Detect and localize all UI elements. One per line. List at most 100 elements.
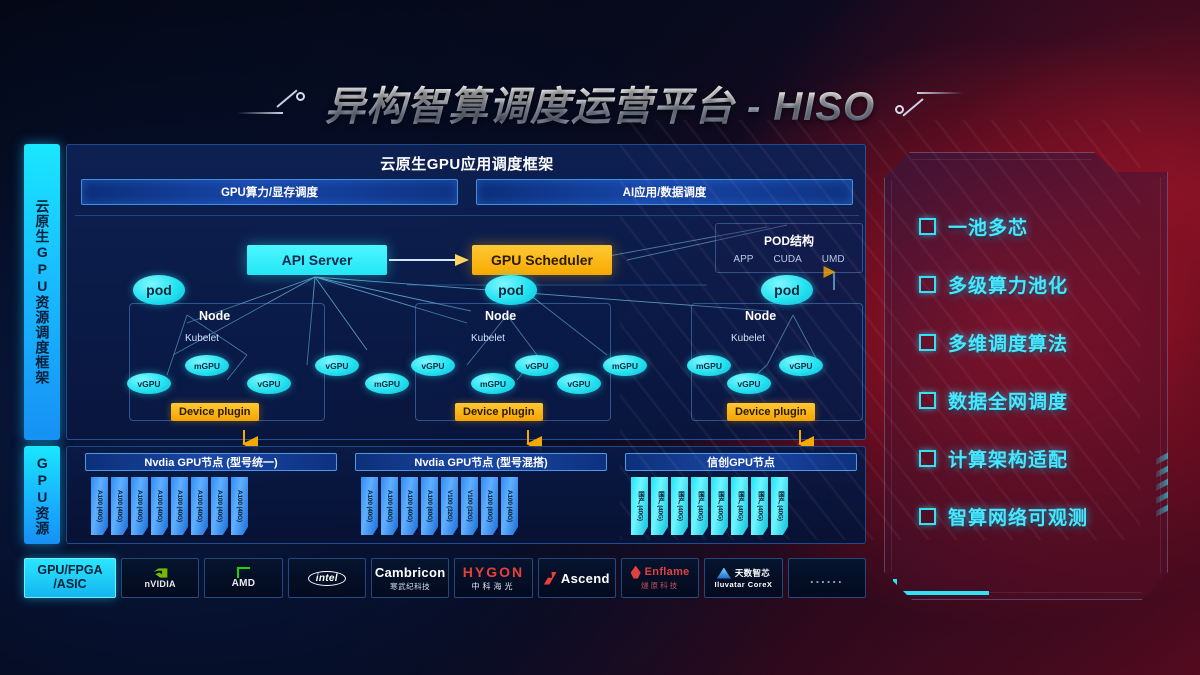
section-divider — [75, 215, 859, 216]
gpu-card[interactable]: V100 (32G) — [441, 477, 458, 535]
capability-bar-ai-data[interactable]: AI应用/数据调度 — [476, 179, 853, 205]
kubelet-label-1: Kubelet — [185, 333, 219, 344]
device-plugin-2[interactable]: Device plugin — [455, 403, 543, 421]
gpu-card-label: 国产 (40G) — [656, 491, 664, 521]
gpu-card[interactable]: A100 (40G) — [91, 477, 108, 535]
gpu-pill-n2-1[interactable]: vGPU — [411, 355, 455, 376]
gpu-pill-n2-4[interactable]: vGPU — [557, 373, 601, 394]
vendor-logo-intel[interactable]: intel — [287, 558, 366, 598]
gpu-pill-n3-2[interactable]: vGPU — [727, 373, 771, 394]
vendor-logo-iluvatar[interactable]: 天数智芯 Iluvatar CoreX — [704, 558, 783, 598]
vendor-logo-strip: GPU/FPGA/ASIC nVIDIA AMD intel Cambricon 寒武纪科… — [24, 558, 866, 598]
gpu-card[interactable]: V100 (32G) — [461, 477, 478, 535]
vendor-logo-hygon[interactable]: HYGON 中科海光 — [454, 558, 533, 598]
gpu-card[interactable]: A100 (40G) — [211, 477, 228, 535]
pod-node-2[interactable]: pod — [485, 275, 537, 305]
framework-body: API Server GPU Scheduler POD结构 APP CUDA — [67, 215, 865, 439]
vendor-logo-ascend[interactable]: Ascend — [537, 558, 616, 598]
iluvatar-logo-icon — [716, 567, 731, 579]
gpu-pill-n1-1[interactable]: vGPU — [127, 373, 171, 394]
feature-item[interactable]: 智算网络可观测 — [919, 487, 1168, 545]
gpu-pill-n2-3[interactable]: vGPU — [515, 355, 559, 376]
gpu-card-label: 国产 (40G) — [636, 491, 644, 521]
vendor-name: intel — [307, 570, 346, 586]
gpu-pill-n1-3[interactable]: vGPU — [247, 373, 291, 394]
gpu-card[interactable]: 国产 (40G) — [651, 477, 668, 535]
sidebar-tab-gpu-resource: GPU资源 — [24, 446, 60, 544]
vendor-name: nVIDIA — [144, 578, 176, 589]
gpu-card[interactable]: 国产 (40G) — [631, 477, 648, 535]
vendor-name: AMD — [231, 578, 256, 589]
pod-layer-app: APP — [733, 253, 754, 265]
amd-logo-icon — [236, 567, 250, 578]
architecture-diagram: 云原生GPU资源调度框架 GPU资源 云原生GPU应用调度框架 GPU算力/显存… — [24, 144, 866, 600]
gpu-card-label: A100 (40G) — [116, 490, 123, 522]
gpu-card[interactable]: A100 (40G) — [131, 477, 148, 535]
gpu-card[interactable]: 国产 (40G) — [751, 477, 768, 535]
gpu-scheduler-box[interactable]: GPU Scheduler — [472, 245, 612, 275]
gpu-card-label: A100 (40G) — [216, 490, 223, 522]
feature-item[interactable]: 计算架构适配 — [919, 429, 1168, 487]
gpu-card[interactable]: A100 (40G) — [501, 477, 518, 535]
gpu-card[interactable]: A100 (40G) — [381, 477, 398, 535]
vendor-name: Cambricon — [374, 564, 446, 580]
vendor-logo-dots[interactable]: ...... — [787, 558, 866, 598]
gpu-card[interactable]: A100 (80G) — [481, 477, 498, 535]
feature-highlight-panel: 一池多芯多级算力池化 多维调度算法数据全网调度计算架构适配智算网络可观测 — [884, 152, 1168, 600]
gpu-card[interactable]: A100 (40G) — [401, 477, 418, 535]
vendor-logo-amd[interactable]: AMD — [204, 558, 283, 598]
panel-stripe-accent-icon — [1156, 447, 1168, 545]
gpu-card[interactable]: 国产 (40G) — [691, 477, 708, 535]
pod-node-1[interactable]: pod — [133, 275, 185, 305]
gpu-card[interactable]: A100 (40G) — [111, 477, 128, 535]
gpu-card[interactable]: 国产 (40G) — [671, 477, 688, 535]
sidebar-tab-cloud-native: 云原生GPU资源调度框架 — [24, 144, 60, 440]
feature-list: 一池多芯多级算力池化 多维调度算法数据全网调度计算架构适配智算网络可观测 — [919, 197, 1168, 545]
gpu-pill-n3-1[interactable]: mGPU — [687, 355, 731, 376]
vendor-logo-first[interactable]: GPU/FPGA/ASIC — [24, 558, 116, 598]
framework-heading: 云原生GPU应用调度框架 — [380, 156, 554, 173]
gpu-card[interactable]: A100 (40G) — [171, 477, 188, 535]
feature-label: 多级算力池化 — [948, 275, 1069, 297]
feature-item[interactable]: 数据全网调度 — [919, 371, 1168, 429]
gpu-pill-n1-2[interactable]: mGPU — [185, 355, 229, 376]
feature-item[interactable]: 多维调度算法 — [919, 313, 1168, 371]
device-plugin-1[interactable]: Device plugin — [171, 403, 259, 421]
capability-bar-compute[interactable]: GPU算力/显存调度 — [81, 179, 458, 205]
vendor-label-line1: GPU/FPGA — [37, 563, 103, 578]
gpu-pill-n2-2[interactable]: mGPU — [471, 373, 515, 394]
gpu-card[interactable]: A100 (40G) — [231, 477, 248, 535]
gpu-resource-panel: Nvdia GPU节点 (型号统一) A100 (40G) A100 (40G) A… — [66, 446, 866, 544]
vendor-name: Enflame — [644, 566, 690, 578]
gpu-card[interactable]: 国产 (40G) — [711, 477, 728, 535]
feature-item[interactable]: 多级算力池化 — [919, 255, 1168, 313]
api-server-box[interactable]: API Server — [247, 245, 387, 275]
vendor-logo-nvidia[interactable]: nVIDIA — [121, 558, 200, 598]
gpu-card[interactable]: 国产 (40G) — [731, 477, 748, 535]
gpu-card-label: V100 (32G) — [466, 490, 473, 522]
gpu-pill-n3-3[interactable]: vGPU — [779, 355, 823, 376]
gpu-card[interactable]: A100 (40G) — [151, 477, 168, 535]
ascend-logo-icon — [543, 571, 557, 585]
node-label-1: Node — [199, 309, 231, 323]
gpu-card-label: A100 (40G) — [366, 490, 373, 522]
feature-label: 多维调度算法 — [948, 333, 1069, 355]
feature-item[interactable]: 一池多芯 — [919, 197, 1168, 255]
vendor-logo-camb[interactable]: Cambricon 寒武纪科技 — [370, 558, 450, 598]
device-plugin-3[interactable]: Device plugin — [727, 403, 815, 421]
gpu-node-group-1: Nvdia GPU节点 (型号统一) A100 (40G) A100 (40G) A… — [85, 453, 337, 539]
vendor-name: ...... — [809, 570, 844, 586]
gpu-card[interactable]: A100 (40G) — [191, 477, 208, 535]
gpu-pill-n2-5[interactable]: mGPU — [603, 355, 647, 376]
gpu-card[interactable]: A100 (40G) — [361, 477, 378, 535]
gpu-pill-n1-4[interactable]: vGPU — [315, 355, 359, 376]
gpu-card[interactable]: 国产 (40G) — [771, 477, 788, 535]
vendor-logo-enflame[interactable]: Enflame 燧原科技 — [620, 558, 700, 598]
sidebar-tab-gpu-resource-label: GPU资源 — [34, 454, 51, 536]
pod-node-3[interactable]: pod — [761, 275, 813, 305]
feature-label: 计算架构适配 — [948, 449, 1069, 471]
gpu-pill-n1-5[interactable]: mGPU — [365, 373, 409, 394]
gpu-card[interactable]: A100 (80G) — [421, 477, 438, 535]
gpu-card-label: A100 (40G) — [176, 490, 183, 522]
